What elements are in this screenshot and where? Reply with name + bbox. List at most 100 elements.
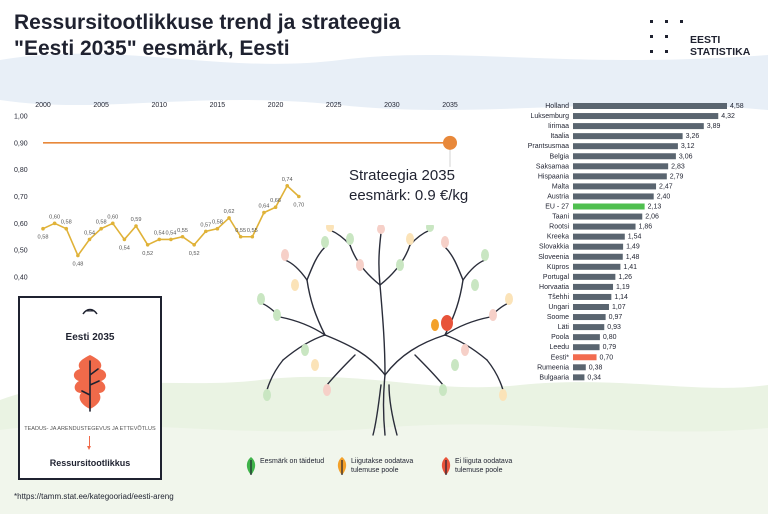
bar — [573, 334, 600, 341]
strategy-note-line-2: eesmärk: 0.9 €/kg — [349, 187, 469, 204]
bar-value-label: 0,34 — [587, 374, 601, 381]
bar — [573, 344, 600, 351]
bar-value-label: 2,06 — [645, 214, 659, 221]
data-label: 0,52 — [189, 251, 200, 257]
bar — [573, 273, 616, 280]
data-point — [227, 216, 231, 220]
bar — [573, 213, 643, 220]
data-label: 0,57 — [200, 222, 211, 228]
data-point — [110, 221, 115, 226]
x-tick-label: 2010 — [151, 102, 167, 109]
bar-value-label: 2,83 — [671, 163, 685, 170]
bar-value-label: 1,07 — [612, 304, 626, 311]
bar — [573, 304, 609, 310]
y-tick-label: 1,00 — [14, 114, 28, 121]
bar-value-label: 0,38 — [589, 364, 603, 371]
target-marker — [443, 135, 457, 150]
bar-category-label: Rootsi — [549, 224, 569, 231]
data-label: 0,64 — [258, 204, 269, 210]
data-point — [273, 205, 278, 210]
logo-line-2: STATISTIKA — [690, 46, 751, 58]
bar-category-label: Soome — [547, 314, 569, 321]
y-tick-label: 0,40 — [14, 275, 28, 282]
page-title: Ressursitootlikkuse trend ja strateegia … — [14, 10, 400, 62]
bar-category-label: Ungari — [548, 304, 569, 311]
data-label: 0,58 — [61, 220, 72, 226]
bar-category-label: Taani — [552, 214, 569, 221]
bar — [573, 203, 645, 210]
bar-value-label: 0,97 — [609, 314, 623, 321]
bar-value-label: 3,26 — [686, 133, 700, 140]
card-subtitle: TEADUS- JA ARENDUSTEGEVUS JA ETTEVÕTLUS — [24, 426, 156, 432]
y-tick-label: 0,70 — [14, 194, 28, 201]
bar — [573, 374, 585, 381]
bar — [573, 324, 605, 331]
bar-value-label: 4,58 — [730, 103, 744, 110]
x-tick-label: 2035 — [442, 102, 458, 109]
bar — [573, 123, 704, 130]
bar-value-label: 3,12 — [681, 143, 695, 150]
x-tick-label: 2030 — [384, 102, 400, 109]
y-tick-label: 0,60 — [14, 221, 28, 228]
bar-value-label: 3,89 — [707, 123, 721, 130]
data-point — [64, 226, 69, 231]
bar-category-label: Tšehhi — [548, 294, 569, 301]
legend-leaf-green-icon — [246, 457, 256, 475]
bar-value-label: 1,49 — [626, 244, 640, 251]
data-label: 0,74 — [282, 177, 293, 183]
bar-value-label: 0,80 — [603, 334, 617, 341]
bar-category-label: Slovakkia — [539, 244, 569, 251]
bar-category-label: Iirimaa — [548, 123, 569, 130]
card-arrow — [89, 436, 90, 448]
bar — [573, 253, 623, 260]
eesti-2035-card: Eesti 2035 TEADUS- JA ARENDUSTEGEVUS JA … — [18, 296, 162, 480]
card-title: Eesti 2035 — [65, 332, 115, 343]
bar — [573, 263, 621, 270]
bar-category-label: Sloveenia — [538, 254, 569, 261]
title-line-1: Ressursitootlikkuse trend ja strateegia — [14, 11, 401, 34]
title-line-2: "Eesti 2035" eesmärk, Eesti — [14, 37, 290, 60]
data-label: 0,48 — [72, 262, 83, 268]
x-tick-label: 2015 — [210, 102, 226, 109]
bar-value-label: 0,79 — [603, 344, 617, 351]
bar-category-label: Saksamaa — [536, 163, 569, 170]
bar-category-label: Belgia — [550, 153, 570, 160]
bar — [573, 193, 654, 200]
data-label: 0,70 — [293, 203, 304, 209]
data-point — [76, 253, 80, 258]
bar — [573, 183, 657, 190]
bar — [573, 163, 669, 170]
data-label: 0,52 — [142, 251, 153, 257]
bar-value-label: 1,86 — [639, 224, 653, 231]
data-point — [87, 237, 92, 242]
bar-value-label: 3,06 — [679, 153, 693, 160]
footnote: *https://tamm.stat.ee/kategooriad/eesti-… — [14, 492, 174, 501]
legend-label-achieved: Eesmärk on täidetud — [260, 458, 325, 465]
y-tick-label: 0,50 — [14, 248, 28, 255]
card-bottom-label: Ressursitootlikkus — [49, 458, 131, 468]
bar-value-label: 1,14 — [614, 294, 628, 301]
data-point — [52, 221, 57, 226]
mini-tree-icon — [82, 308, 98, 315]
data-point — [180, 234, 185, 239]
data-label: 0,54 — [165, 230, 176, 236]
y-tick-label: 0,90 — [14, 140, 28, 147]
bar-category-label: Kreeka — [547, 234, 569, 241]
data-label: 0,54 — [84, 230, 95, 236]
bar-value-label: 1,19 — [616, 284, 630, 291]
data-point — [192, 243, 196, 247]
data-point — [297, 194, 301, 199]
bar-category-label: Läti — [558, 324, 570, 331]
data-point — [169, 237, 173, 242]
bar — [573, 143, 678, 150]
bar — [573, 103, 727, 109]
data-point — [99, 226, 103, 231]
bar — [573, 133, 683, 140]
data-point — [262, 210, 266, 215]
bar-value-label: 1,41 — [623, 264, 637, 271]
x-tick-label: 2025 — [326, 102, 342, 109]
tree-leaves — [257, 225, 513, 401]
bar-category-label: Luksemburg — [530, 113, 569, 120]
